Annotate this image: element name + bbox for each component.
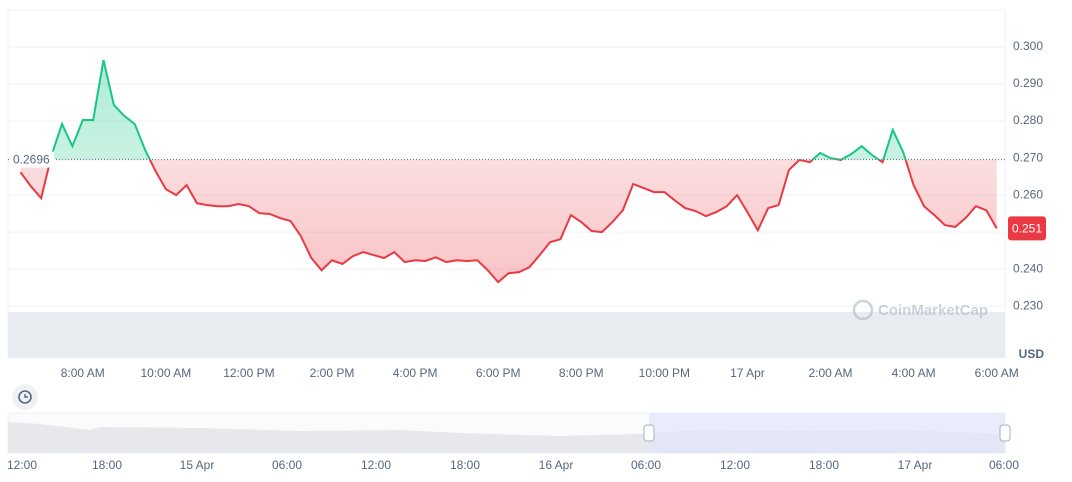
current-price-tag <box>1008 216 1046 241</box>
x-tick-label: 2:00 PM <box>310 366 355 380</box>
y-tick-label: 0.230 <box>1013 298 1043 312</box>
navigator-label: 12:00 <box>361 458 391 472</box>
x-tick-label: 4:00 PM <box>393 366 438 380</box>
navigator-label: 06:00 <box>272 458 302 472</box>
x-tick-label: 17 Apr <box>730 366 765 380</box>
y-tick-label: 0.260 <box>1013 187 1043 201</box>
area-up <box>50 60 906 160</box>
x-tick-label: 10:00 AM <box>141 366 192 380</box>
baseline-label-bg <box>10 151 54 168</box>
x-tick-label: 10:00 PM <box>639 366 690 380</box>
history-icon-hands <box>24 394 28 398</box>
y-tick-label: 0.240 <box>1013 261 1043 275</box>
volume-area <box>8 312 1005 358</box>
navigator-label: 17 Apr <box>898 458 933 472</box>
navigator-label: 18:00 <box>809 458 839 472</box>
y-tick-label: 0.290 <box>1013 76 1043 90</box>
navigator-handle[interactable] <box>999 424 1011 442</box>
area-down <box>20 159 997 283</box>
baseline-label: 0.2696 <box>13 153 50 167</box>
x-tick-label: 12:00 PM <box>223 366 274 380</box>
price-line-down <box>19 159 998 284</box>
navigator-label: 18:00 <box>92 458 122 472</box>
x-tick-label: 4:00 AM <box>892 366 936 380</box>
price-line-up <box>49 59 907 160</box>
navigator-selection[interactable] <box>649 413 1005 453</box>
navigator-handle[interactable] <box>643 424 655 442</box>
navigator-label: 15 Apr <box>180 458 215 472</box>
history-icon <box>18 390 32 404</box>
current-price-label: 0.251 <box>1012 222 1042 236</box>
navigator-label: 06:00 <box>631 458 661 472</box>
x-tick-label: 8:00 PM <box>559 366 604 380</box>
watermark: CoinMarketCap <box>852 299 988 321</box>
x-tick-label: 6:00 AM <box>975 366 1019 380</box>
y-tick-label: 0.300 <box>1013 39 1043 53</box>
navigator-label: 16 Apr <box>539 458 574 472</box>
navigator-label: 18:00 <box>450 458 480 472</box>
watermark-text: CoinMarketCap <box>878 302 988 319</box>
x-tick-label: 8:00 AM <box>61 366 105 380</box>
y-tick-label: 0.270 <box>1013 150 1043 164</box>
y-tick-label: 0.280 <box>1013 113 1043 127</box>
x-tick-label: 2:00 AM <box>809 366 853 380</box>
navigator-label: 12:00 <box>7 458 37 472</box>
y-axis-label: USD <box>1019 347 1045 361</box>
watermark-logo <box>852 299 874 321</box>
navigator-label: 12:00 <box>720 458 750 472</box>
navigator-label: 06:00 <box>989 458 1019 472</box>
x-tick-label: 6:00 PM <box>476 366 521 380</box>
